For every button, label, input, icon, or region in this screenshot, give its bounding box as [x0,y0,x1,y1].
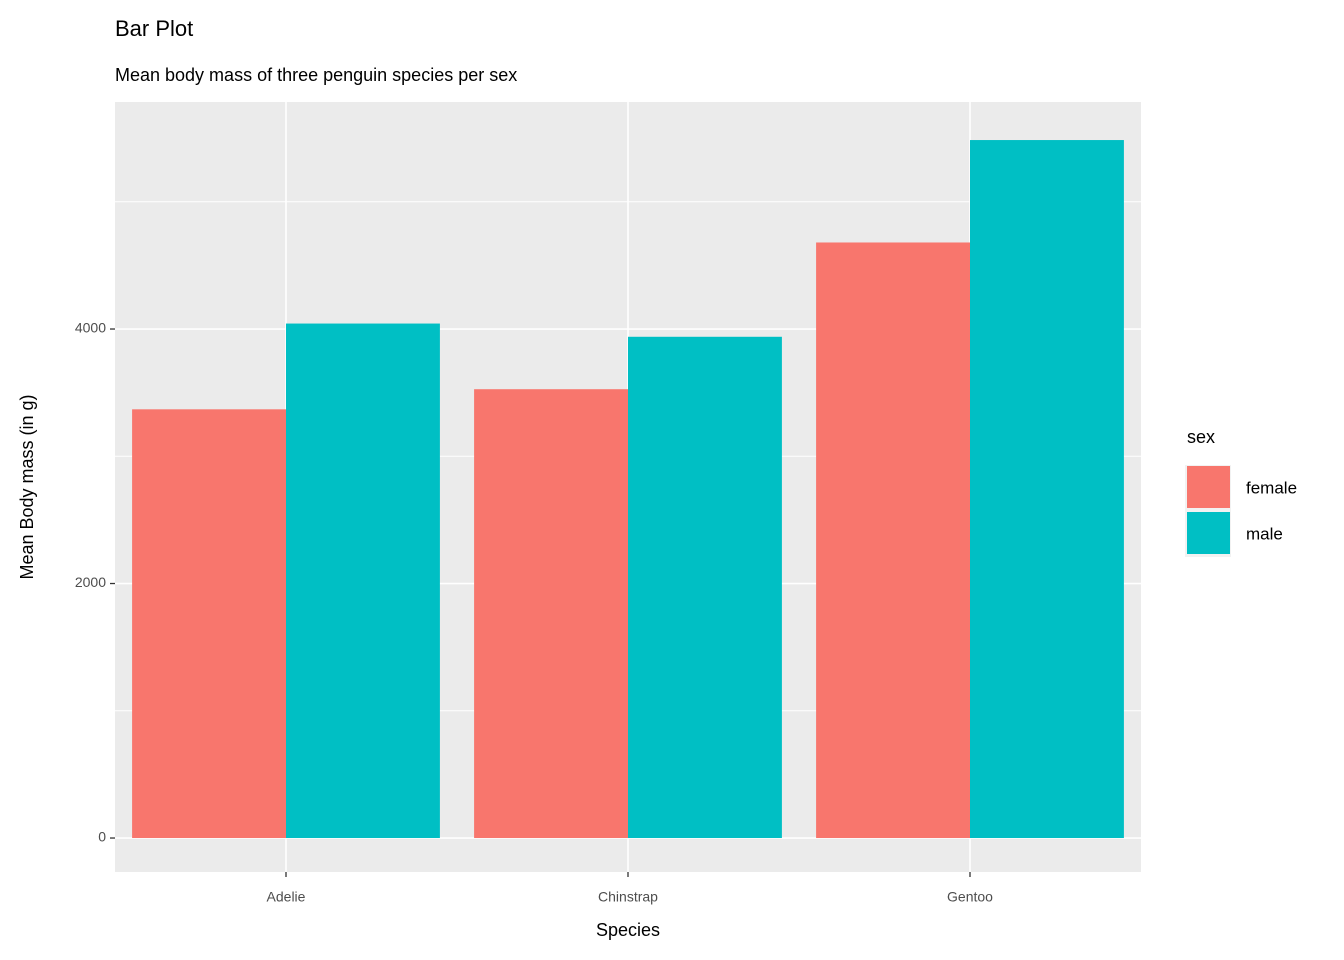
x-tick-label: Chinstrap [598,889,658,905]
y-axis-label: Mean Body mass (in g) [17,394,37,579]
legend-title: sex [1187,427,1215,447]
bar [816,242,970,839]
bar [970,140,1124,839]
chart-title: Bar Plot [115,16,193,41]
chart-subtitle: Mean body mass of three penguin species … [115,65,517,85]
x-tick-label: Gentoo [947,889,993,905]
bar [628,336,782,839]
bars [132,140,1124,839]
bar [474,389,628,839]
legend-label: male [1246,524,1283,543]
bar [132,409,286,839]
legend-label: female [1246,478,1297,497]
legend-swatch [1187,466,1230,508]
bar [286,323,440,839]
y-tick-label: 0 [98,829,106,845]
legend: female male [1185,465,1297,557]
y-tick-label: 4000 [75,320,106,336]
y-tick-label: 2000 [75,574,106,590]
x-axis-label: Species [596,920,660,940]
legend-swatch [1187,512,1230,554]
x-tick-label: Adelie [267,889,306,905]
